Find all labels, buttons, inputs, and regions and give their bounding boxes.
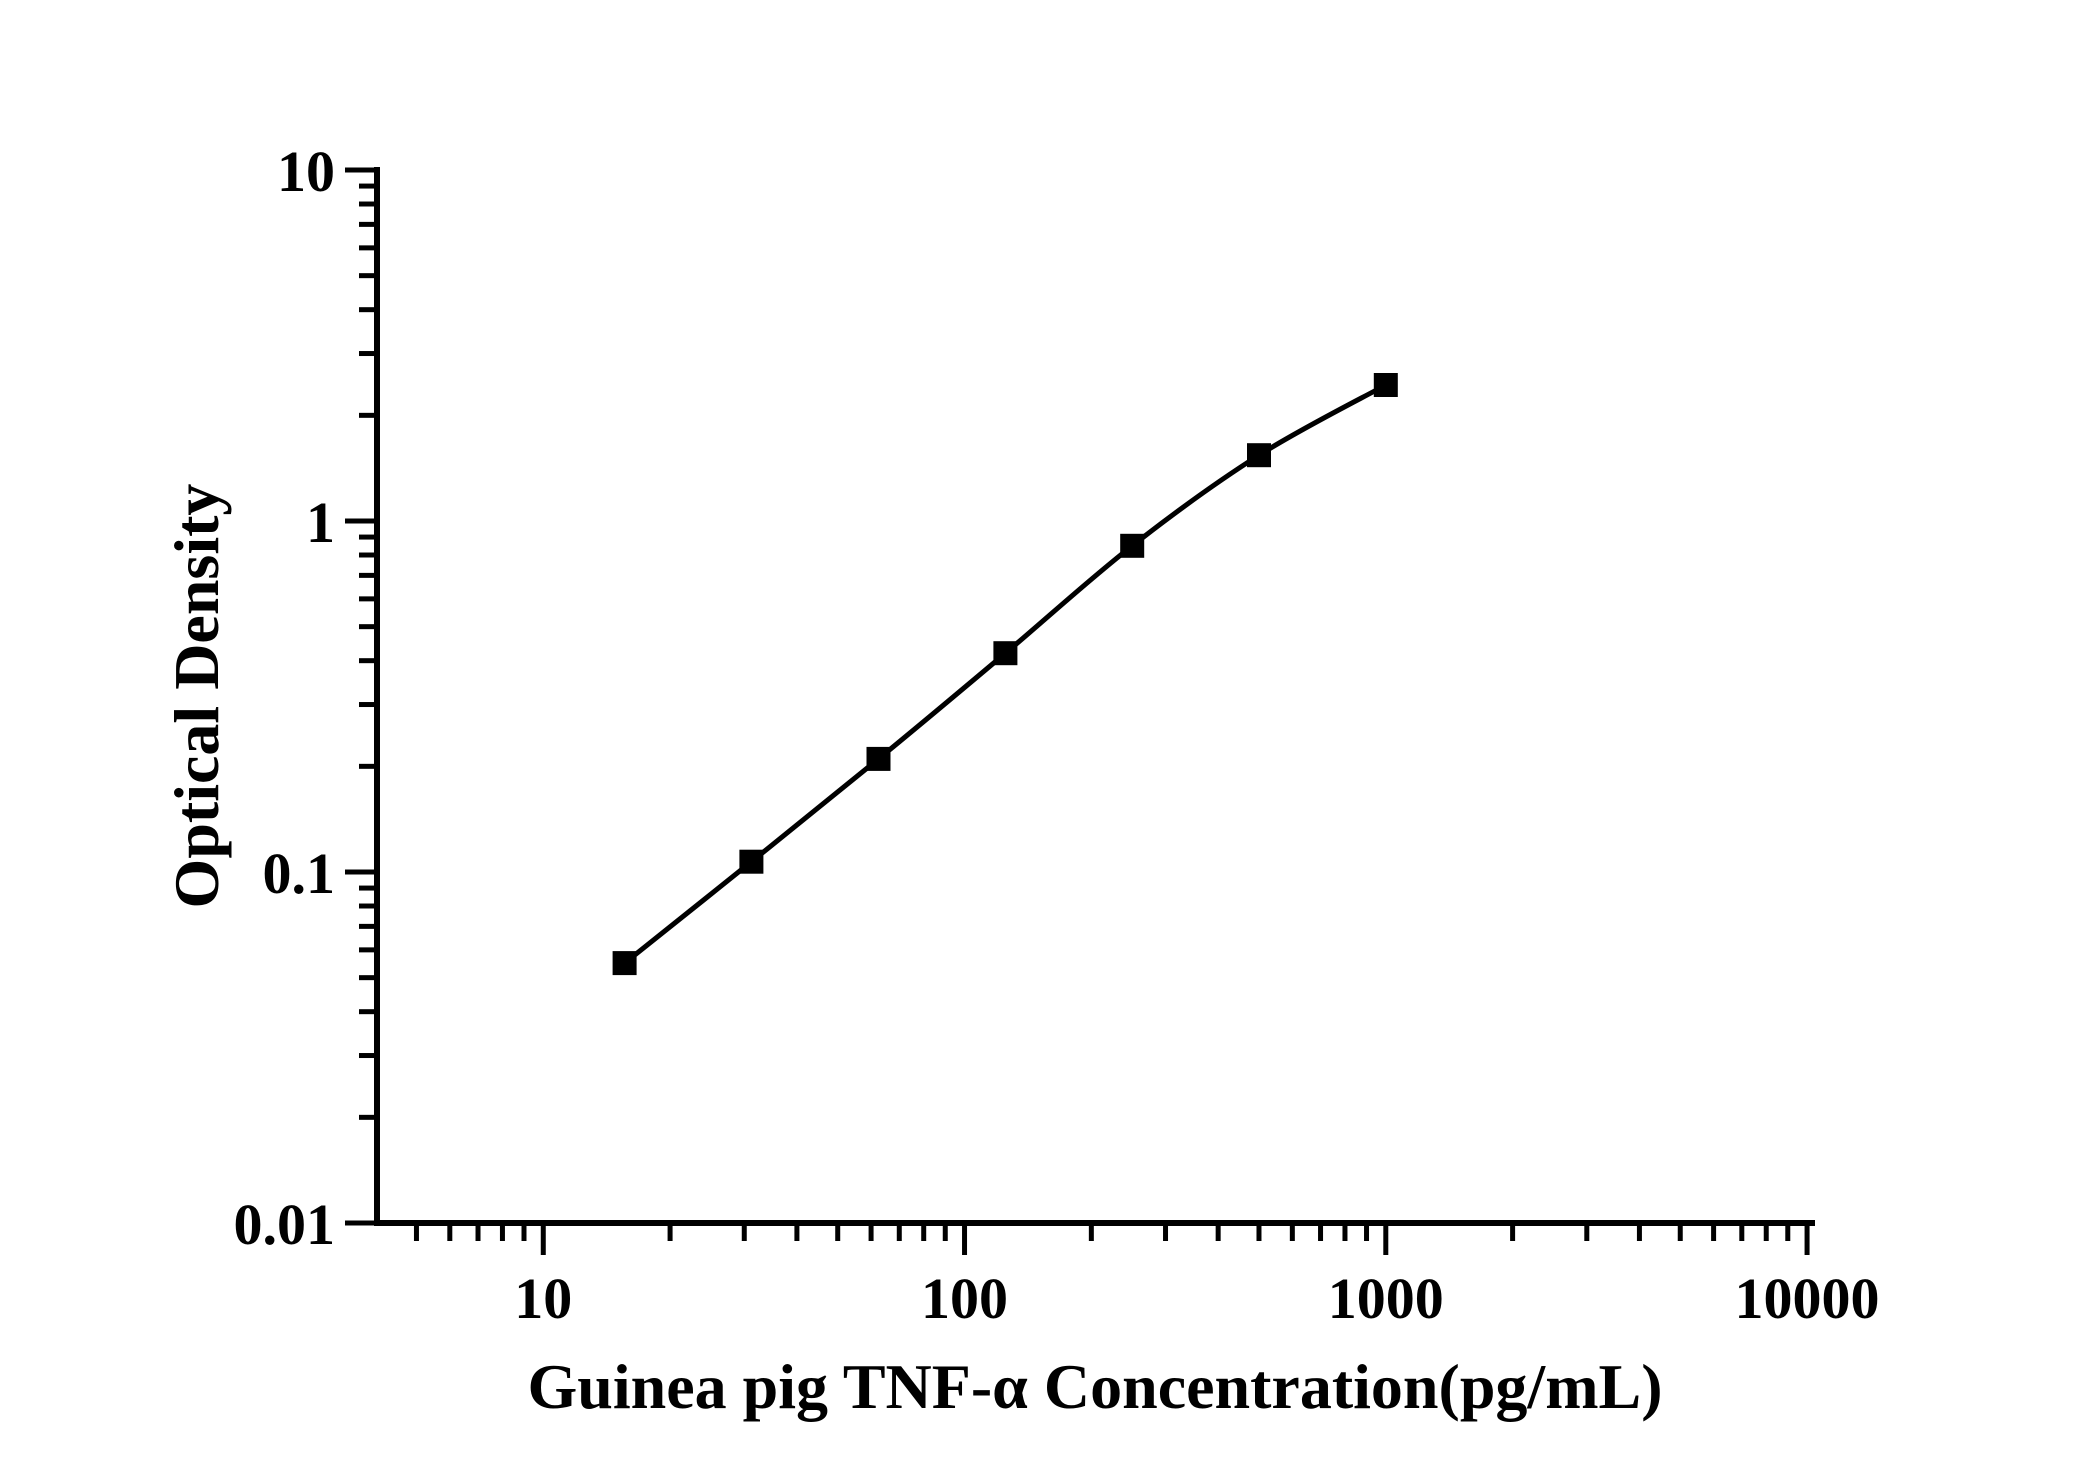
y-tick-label: 0.1: [263, 841, 336, 906]
data-point-marker: [1120, 533, 1145, 558]
axis-tick-labels: 10 100 1000 10000 0.01 0.1 1 10: [234, 139, 1880, 1331]
y-tick-label: 1: [306, 490, 335, 555]
x-tick-label: 10: [514, 1266, 572, 1331]
y-axis-title: Optical Density: [161, 484, 232, 909]
axis-ticks: [345, 167, 1810, 1255]
data-series: [612, 373, 1398, 976]
x-tick-label: 100: [921, 1266, 1008, 1331]
data-point-marker: [612, 951, 637, 976]
data-point-marker: [739, 849, 764, 874]
data-point-marker: [993, 641, 1018, 666]
x-axis-title: Guinea pig TNF-α Concentration(pg/mL): [527, 1351, 1662, 1422]
x-tick-label: 10000: [1735, 1266, 1880, 1331]
y-tick-label: 0.01: [234, 1192, 336, 1257]
x-tick-label: 1000: [1328, 1266, 1444, 1331]
data-point-marker: [866, 746, 891, 771]
data-point-marker: [1373, 373, 1398, 397]
data-point-marker: [1247, 443, 1271, 468]
curve-line: [623, 382, 1388, 966]
y-tick-label: 10: [277, 139, 335, 204]
axes: [374, 167, 1815, 1226]
